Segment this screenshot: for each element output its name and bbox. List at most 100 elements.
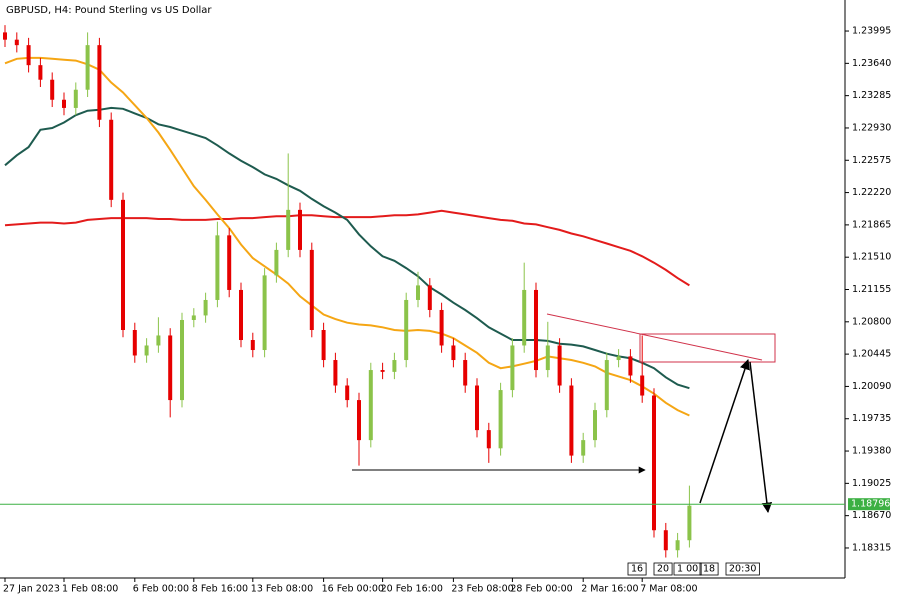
time-marker: 1 00 [677,564,698,575]
x-tick-label: 6 Feb 00:00 [133,584,189,595]
y-tick-label: 1.21510 [852,252,891,263]
candle-body [404,299,409,361]
y-tick-label: 1.22575 [852,155,891,166]
candle-body [486,430,491,449]
candle-body [215,235,220,300]
trend-line [546,313,763,361]
candle-body [392,360,397,372]
candle-body [309,249,314,330]
y-tick-label: 1.22220 [852,187,891,198]
candle-body [522,289,527,346]
candle-body [593,410,597,441]
time-marker-box [699,562,719,576]
y-tick-label: 1.20090 [852,381,891,392]
candle-body [191,315,196,320]
candle-body [168,335,173,401]
y-tick-label: 1.21865 [852,219,891,230]
x-tick-label: 13 Feb 08:00 [251,584,313,595]
candle-body [557,345,562,386]
y-tick-label: 1.18315 [852,542,891,553]
time-marker: 20 [657,564,669,575]
candle-body [85,45,90,90]
candle-body [675,540,680,551]
candle-body [368,370,373,441]
candle-body [250,340,255,351]
time-marker-box [653,562,673,576]
candle-body [50,79,55,100]
candle-body [298,209,302,250]
y-tick-label: 1.22930 [852,122,891,133]
last-price-box [848,498,890,511]
candle-body [640,375,645,396]
candle-body [333,360,338,386]
candle-body [345,385,350,401]
y-tick-label: 1.21155 [852,284,891,295]
y-tick-label: 1.23995 [852,26,891,37]
moving-average-line [4,56,690,417]
resistance-zone [639,333,776,363]
plot-area [3,25,692,558]
y-tick-label: 1.23285 [852,90,891,101]
candle-body [475,385,479,431]
candle-body [463,360,468,386]
candle-body [109,119,114,200]
candle-body [569,385,574,456]
candle-body [616,356,621,361]
time-marker-box [725,562,760,576]
candle-body [451,345,456,361]
last-price-label: 1.18796 [851,499,890,510]
candle-body [510,345,515,391]
candle-body [38,65,43,80]
time-marker-box [627,562,647,576]
candle-body [121,199,125,330]
y-tick-label: 1.18670 [852,510,891,521]
x-tick-label: 28 Feb 00:00 [510,584,572,595]
x-tick-label: 1 Feb 08:00 [62,584,118,595]
chart-title: GBPUSD, H4: Pound Sterling vs US Dollar [6,5,212,16]
candle-body [203,299,208,316]
candle-body [581,440,586,456]
candle-body [3,32,7,40]
moving-average-line [4,106,690,390]
y-tick-label: 1.20445 [852,349,891,360]
candle-body [604,360,609,411]
candle-body [262,275,267,351]
candle-body [545,345,550,371]
time-marker: 16 [631,564,643,575]
candle-body [14,39,19,46]
projection-up-arrow [699,359,750,504]
candle-body [439,309,444,346]
candle-body [663,530,668,551]
candle-body [357,400,361,441]
candle-body [132,329,137,356]
candle-body [62,99,66,108]
candle-body [652,395,656,531]
moving-average-line [4,209,690,287]
candle-body [144,345,149,356]
candle-body [628,356,633,376]
y-tick-label: 1.23640 [852,58,891,69]
candle-body [26,45,31,66]
candle-body [380,370,385,372]
projection-down-arrow [749,361,773,514]
y-tick-label: 1.20800 [852,316,891,327]
y-tick-label: 1.19380 [852,446,891,457]
candle-body [286,209,291,250]
x-tick-label: 16 Feb 00:00 [322,584,384,595]
candle-body [239,289,243,341]
candle-body [180,319,184,401]
time-marker: 18 [703,564,715,575]
candle-body [156,335,161,346]
candle-body [498,390,503,449]
x-tick-label: 2 Mar 16:00 [581,584,638,595]
x-tick-label: 7 Mar 08:00 [640,584,697,595]
candle-body [73,89,78,108]
candle-body [274,249,279,276]
y-tick-label: 1.19735 [852,413,891,424]
candle-body [97,45,102,120]
time-marker-box [673,562,702,576]
candle-body [416,285,420,300]
x-tick-label: 27 Jan 2023 [3,584,60,595]
